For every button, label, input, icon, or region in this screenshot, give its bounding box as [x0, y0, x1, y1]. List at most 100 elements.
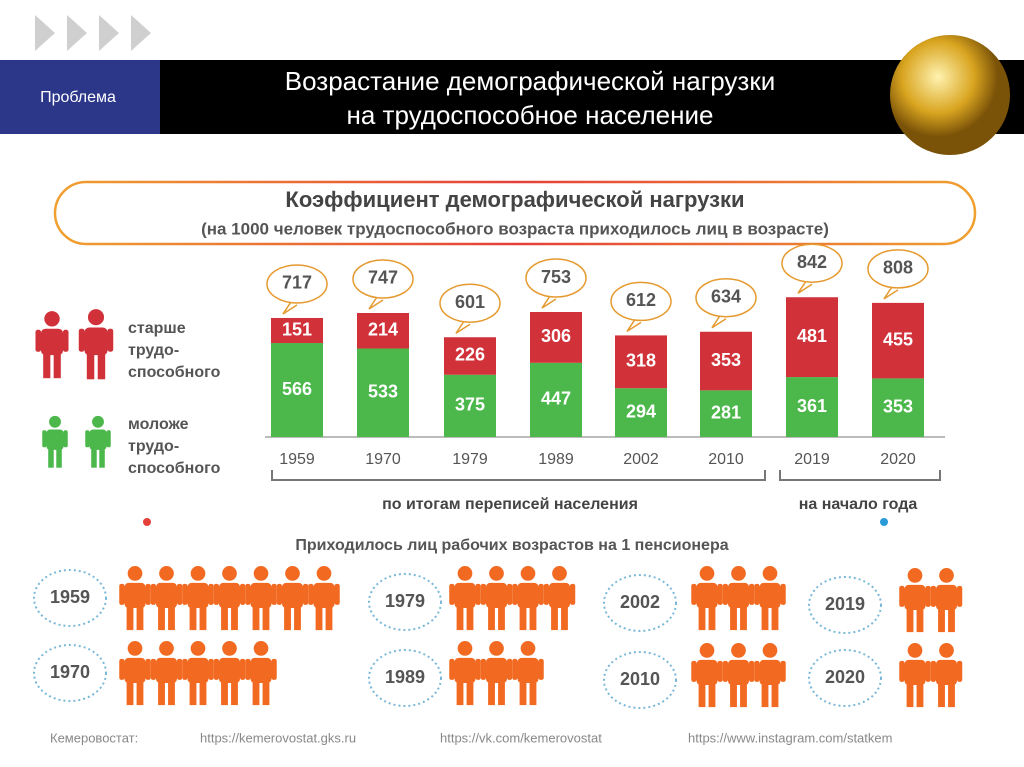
bar-segment [615, 388, 667, 437]
icon-leg [519, 604, 527, 631]
icon-leg [56, 447, 62, 468]
icon-arm [107, 328, 114, 352]
icon-head [939, 643, 954, 658]
icon-leg [466, 679, 474, 706]
icon-leg [561, 604, 568, 631]
bar-segment [271, 343, 323, 437]
icon-arm [749, 583, 755, 605]
icon-head [159, 566, 174, 581]
icon-arm [182, 658, 188, 680]
footer-text: Кемеровостат: [50, 730, 138, 745]
icon-leg [189, 679, 197, 706]
icon-leg [938, 606, 945, 633]
icon-arm [480, 583, 486, 605]
bar-segment [530, 362, 582, 437]
icon-arm [780, 660, 786, 682]
icon-leg [43, 351, 51, 379]
icon-arm [78, 328, 85, 352]
year-badge [368, 573, 442, 631]
icon-arm [717, 583, 723, 605]
year-badge [808, 576, 882, 634]
icon-arm [957, 660, 963, 682]
icon-leg [136, 679, 144, 706]
icon-arm [240, 583, 246, 605]
value-label: 318 [626, 351, 656, 371]
icon-leg [488, 679, 495, 706]
icon-leg [761, 681, 769, 708]
icon-arm [182, 583, 188, 605]
total-bubble [439, 283, 501, 323]
icon-leg [126, 679, 134, 706]
bar-segment [530, 312, 582, 363]
icon-head [939, 568, 954, 583]
total-bubble [352, 259, 414, 299]
icon-leg [730, 681, 737, 708]
group-label: по итогам переписей населения [382, 496, 638, 513]
person-icons [119, 641, 277, 706]
person-icons [119, 566, 340, 631]
total-bubble [695, 278, 757, 318]
person-icons [449, 641, 544, 706]
icon-arm [119, 658, 125, 680]
icon-arm [308, 583, 314, 605]
icon-body [250, 582, 272, 609]
icon-arm [63, 329, 69, 352]
value-label: 566 [282, 379, 312, 399]
icon-leg [284, 604, 291, 631]
value-label: 361 [797, 396, 827, 416]
icon-arm [691, 660, 697, 682]
icon-head [907, 643, 923, 658]
icon-arm [208, 658, 214, 680]
icon-arm [899, 660, 905, 682]
x-tick-label: 1970 [365, 451, 401, 468]
icon-body [89, 429, 107, 450]
person-icons [899, 643, 963, 708]
icon-arm [749, 660, 755, 682]
icon-head [762, 566, 778, 581]
total-label: 601 [455, 292, 485, 312]
title-pill [53, 180, 977, 246]
icon-arm [150, 658, 156, 680]
year-badge [808, 649, 882, 707]
total-bubble [541, 295, 557, 309]
icon-leg [325, 604, 333, 631]
icon-arm [85, 430, 90, 448]
icon-arm [271, 658, 277, 680]
total-bubble [711, 315, 727, 329]
icon-head [190, 566, 206, 581]
icon-head [253, 641, 269, 656]
icon-leg [906, 606, 914, 633]
total-label: 753 [541, 267, 571, 287]
bar-segment [357, 348, 409, 437]
x-tick-label: 2010 [708, 451, 744, 468]
icon-leg [948, 606, 955, 633]
bar-segment [872, 378, 924, 437]
icon-leg [221, 604, 228, 631]
icon-body [728, 582, 749, 609]
bar-segment [786, 297, 838, 378]
icon-arm [722, 660, 728, 682]
icon-arm [42, 430, 47, 448]
icon-arm [334, 583, 340, 605]
icon-head [731, 566, 746, 581]
divider-end [880, 518, 888, 526]
icon-body [250, 657, 272, 684]
icon-arm [717, 660, 723, 682]
icon-leg [529, 604, 537, 631]
icon-leg [262, 604, 270, 631]
icon-head [907, 568, 923, 583]
icon-leg [938, 681, 945, 708]
icon-leg [168, 679, 175, 706]
icon-leg [126, 604, 134, 631]
x-tick-label: 2002 [623, 451, 659, 468]
total-bubble [282, 301, 298, 315]
value-label: 281 [711, 402, 741, 422]
icon-body [936, 584, 957, 611]
icon-body [728, 659, 749, 686]
icon-head [731, 643, 746, 658]
icon-leg [551, 604, 558, 631]
bar-segment [444, 374, 496, 437]
nav-arrows [35, 15, 151, 51]
value-label: 533 [368, 382, 398, 402]
icon-body [124, 582, 146, 609]
